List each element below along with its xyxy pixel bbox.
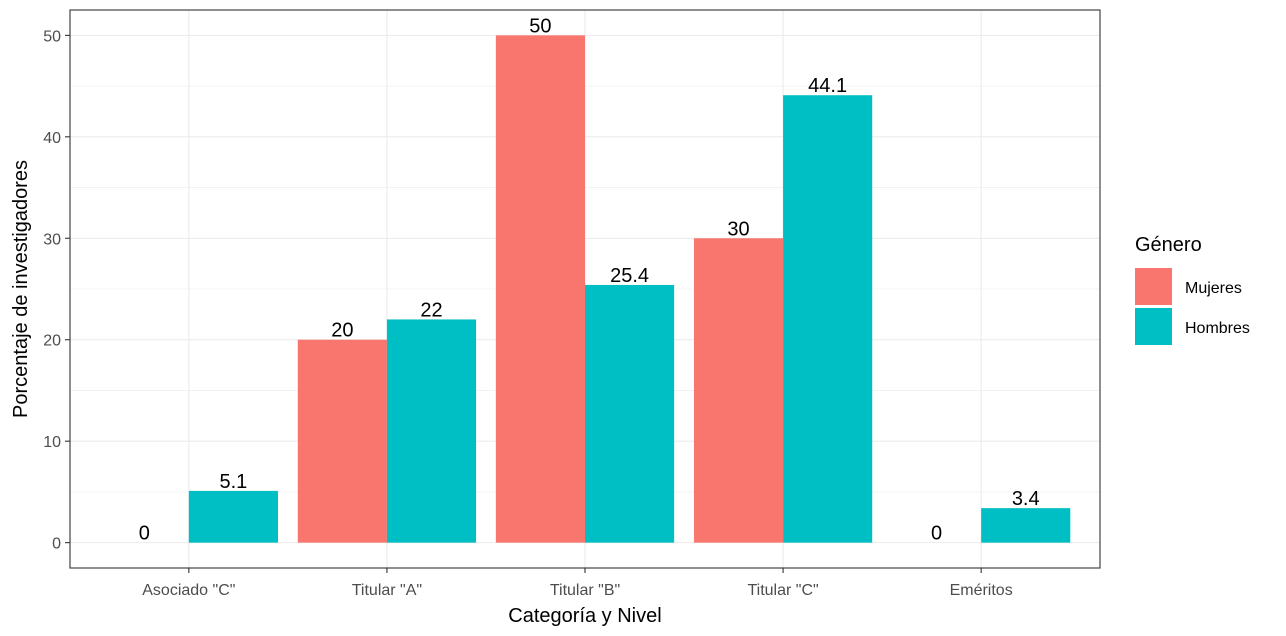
y-tick-label: 10: [43, 434, 61, 451]
legend-key-mujeres: [1135, 268, 1172, 305]
data-label-mujeres: 20: [331, 320, 353, 342]
bar-hombres: [783, 95, 872, 542]
bar-hombres: [189, 491, 278, 543]
y-tick-label: 0: [52, 536, 61, 553]
bar-hombres: [387, 319, 476, 542]
y-axis-title: Porcentaje de investigadores: [10, 160, 32, 418]
bar-hombres: [981, 508, 1070, 542]
data-label-hombres: 44.1: [808, 75, 847, 97]
data-label-hombres: 25.4: [610, 265, 649, 287]
x-tick-label: Titular "B": [550, 582, 620, 599]
data-label-hombres: 5.1: [220, 471, 248, 493]
data-label-mujeres: 30: [727, 218, 749, 240]
y-axis: 0 10 20 30 40 50: [43, 28, 70, 552]
y-tick-label: 20: [43, 333, 61, 350]
data-label-hombres: 3.4: [1012, 488, 1040, 510]
legend-label-hombres: Hombres: [1185, 320, 1250, 337]
bar-mujeres: [694, 238, 783, 542]
bar-mujeres: [496, 35, 585, 542]
bar-mujeres: [298, 340, 387, 543]
legend: Género Mujeres Hombres: [1135, 234, 1250, 345]
x-tick-label: Titular "A": [352, 582, 422, 599]
x-tick-label: Eméritos: [950, 582, 1013, 599]
x-tick-label: Asociado "C": [142, 582, 235, 599]
y-tick-label: 50: [43, 28, 61, 45]
y-tick-label: 30: [43, 231, 61, 248]
data-label-mujeres: 0: [139, 523, 150, 545]
legend-key-hombres: [1135, 308, 1172, 345]
y-tick-label: 40: [43, 130, 61, 147]
data-label-mujeres: 0: [931, 523, 942, 545]
legend-title: Género: [1135, 234, 1202, 256]
data-label-hombres: 22: [420, 299, 442, 321]
x-tick-label: Titular "C": [747, 582, 818, 599]
bar-hombres: [585, 285, 674, 543]
x-axis-title: Categoría y Nivel: [508, 605, 661, 627]
data-label-mujeres: 50: [529, 15, 551, 37]
legend-label-mujeres: Mujeres: [1185, 280, 1242, 297]
x-axis: Asociado "C" Titular "A" Titular "B" Titula…: [142, 568, 1012, 599]
